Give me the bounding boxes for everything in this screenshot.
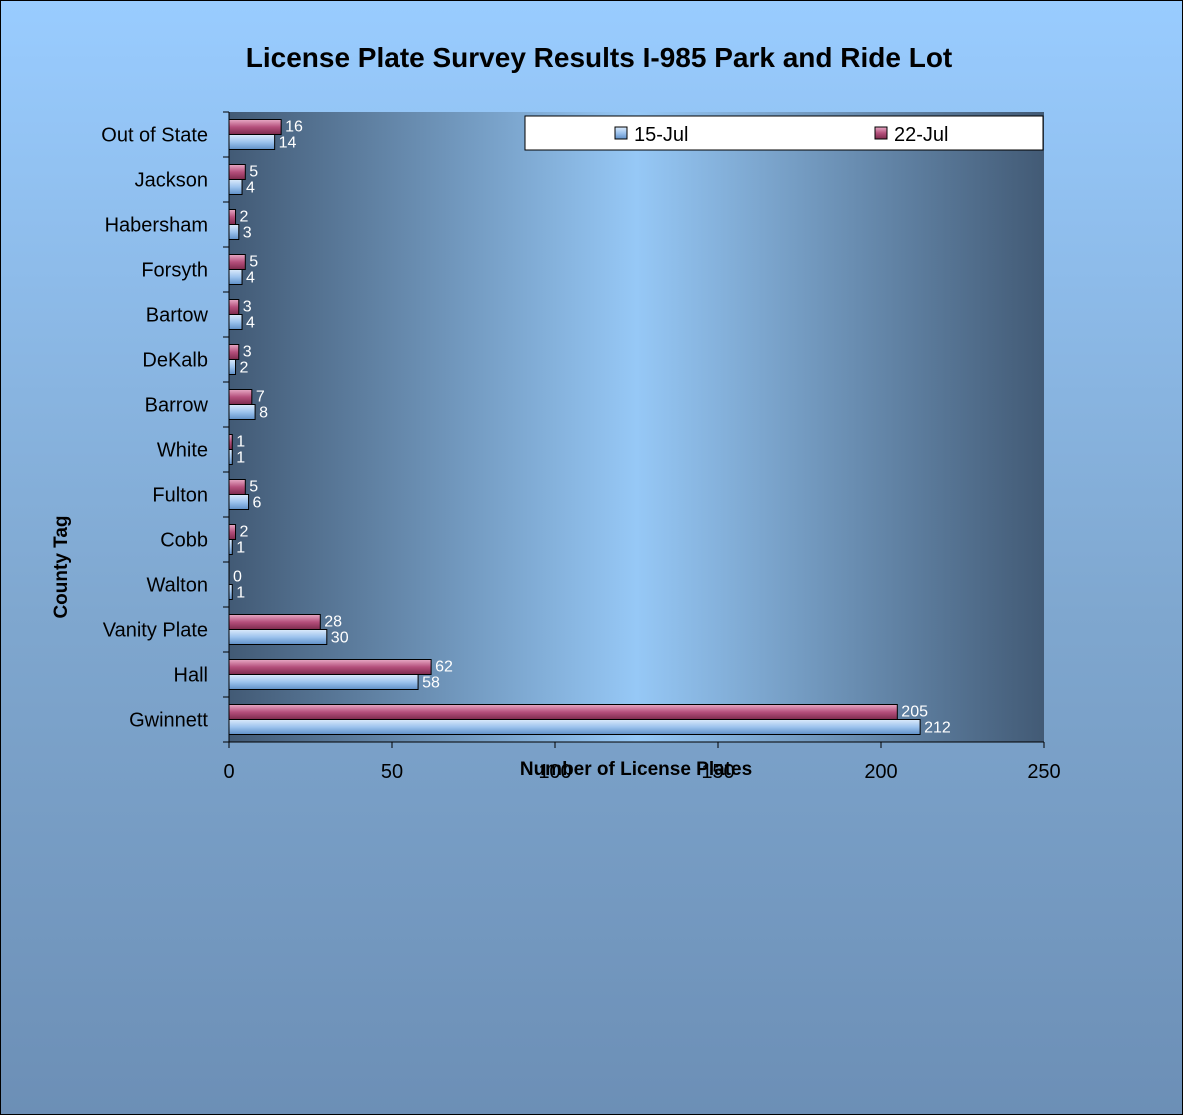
data-label-15jul-white: 1 [236,450,245,467]
category-label-out-of-state: Out of State [101,125,208,147]
data-label-22jul-bartow: 3 [243,299,252,316]
bar-15jul-vanity-plate [228,629,328,645]
category-label-walton: Walton [146,575,208,597]
category-label-habersham: Habersham [105,215,208,237]
x-tick-label-250: 250 [1027,761,1060,783]
data-label-22jul-habersham: 2 [240,209,249,226]
category-labels-layer: Out of State Jackson Habersham Forsyth Barto… [101,125,208,732]
x-tick-label-150: 150 [701,761,734,783]
bar-22jul-cobb [228,524,237,540]
bar-15jul-barrow [228,404,256,420]
bar-22jul-habersham [228,209,237,225]
bar-22jul-dekalb [228,344,240,360]
bar-15jul-bartow [228,314,243,330]
data-label-15jul-fulton: 6 [253,495,262,512]
x-tick-label-100: 100 [538,761,571,783]
x-tick-label-0: 0 [223,761,234,783]
bar-22jul-bartow [228,299,240,315]
legend: 15-Jul 22-Jul [524,115,1044,151]
category-label-fulton: Fulton [152,485,208,507]
data-label-22jul-barrow: 7 [256,389,265,406]
bar-15jul-forsyth [228,269,243,285]
data-label-15jul-jackson: 4 [246,180,255,197]
data-label-22jul-vanity-plate: 28 [324,614,342,631]
data-label-15jul-habersham: 3 [243,225,252,242]
bar-15jul-gwinnett [228,719,921,735]
data-label-15jul-vanity-plate: 30 [331,630,349,647]
bar-15jul-out-of-state [228,134,276,150]
data-label-15jul-barrow: 8 [259,405,268,422]
bars-layer [228,119,921,735]
data-label-15jul-hall: 58 [422,675,440,692]
legend-label-15jul: 15-Jul [634,124,688,146]
data-label-15jul-gwinnett: 212 [924,720,951,737]
x-tick-label-200: 200 [864,761,897,783]
data-label-22jul-hall: 62 [435,659,453,676]
category-label-vanity-plate: Vanity Plate [103,620,208,642]
legend-label-22jul: 22-Jul [894,124,948,146]
bar-15jul-fulton [228,494,250,510]
bar-22jul-jackson [228,164,246,180]
data-label-22jul-out-of-state: 16 [285,119,303,136]
bar-22jul-out-of-state [228,119,282,135]
data-label-22jul-gwinnett: 205 [901,704,928,721]
bar-15jul-hall [228,674,419,690]
data-label-22jul-forsyth: 5 [249,254,258,271]
data-label-15jul-forsyth: 4 [246,270,255,287]
bar-22jul-hall [228,659,432,675]
bar-22jul-fulton [228,479,246,495]
x-tick-label-50: 50 [381,761,403,783]
bar-15jul-dekalb [228,359,237,375]
legend-swatch-15jul [614,126,628,140]
data-label-15jul-dekalb: 2 [240,360,249,377]
tick-labels-layer: 0 50 100 150 200 250 [223,761,1060,783]
data-label-22jul-cobb: 2 [240,524,249,541]
data-label-22jul-walton: 0 [233,569,242,586]
axes-layer [223,111,1045,748]
category-label-hall: Hall [174,665,208,687]
x-axis-title: Number of License Plates [520,759,752,780]
category-label-white: White [157,440,208,462]
legend-swatch-22jul [874,126,888,140]
category-label-gwinnett: Gwinnett [129,710,208,732]
data-label-15jul-out-of-state: 14 [279,135,297,152]
category-label-cobb: Cobb [160,530,208,552]
category-label-jackson: Jackson [135,170,208,192]
bar-15jul-jackson [228,179,243,195]
data-label-22jul-jackson: 5 [249,164,258,181]
data-label-22jul-fulton: 5 [249,479,258,496]
y-axis-title: County Tag [51,515,72,618]
category-label-bartow: Bartow [146,305,209,327]
category-label-forsyth: Forsyth [141,260,208,282]
category-label-barrow: Barrow [145,395,209,417]
data-label-15jul-walton: 1 [236,585,245,602]
bar-22jul-forsyth [228,254,246,270]
chart-title: License Plate Survey Results I-985 Park … [246,42,953,73]
data-label-15jul-cobb: 1 [236,540,245,557]
data-label-22jul-white: 1 [236,434,245,451]
bar-22jul-barrow [228,389,253,405]
plot-area [229,112,1044,742]
data-label-15jul-bartow: 4 [246,315,255,332]
bar-22jul-vanity-plate [228,614,321,630]
category-label-dekalb: DeKalb [142,350,208,372]
bar-22jul-gwinnett [228,704,898,720]
data-label-22jul-dekalb: 3 [243,344,252,361]
legend-box [524,115,1044,151]
bar-15jul-habersham [228,224,240,240]
